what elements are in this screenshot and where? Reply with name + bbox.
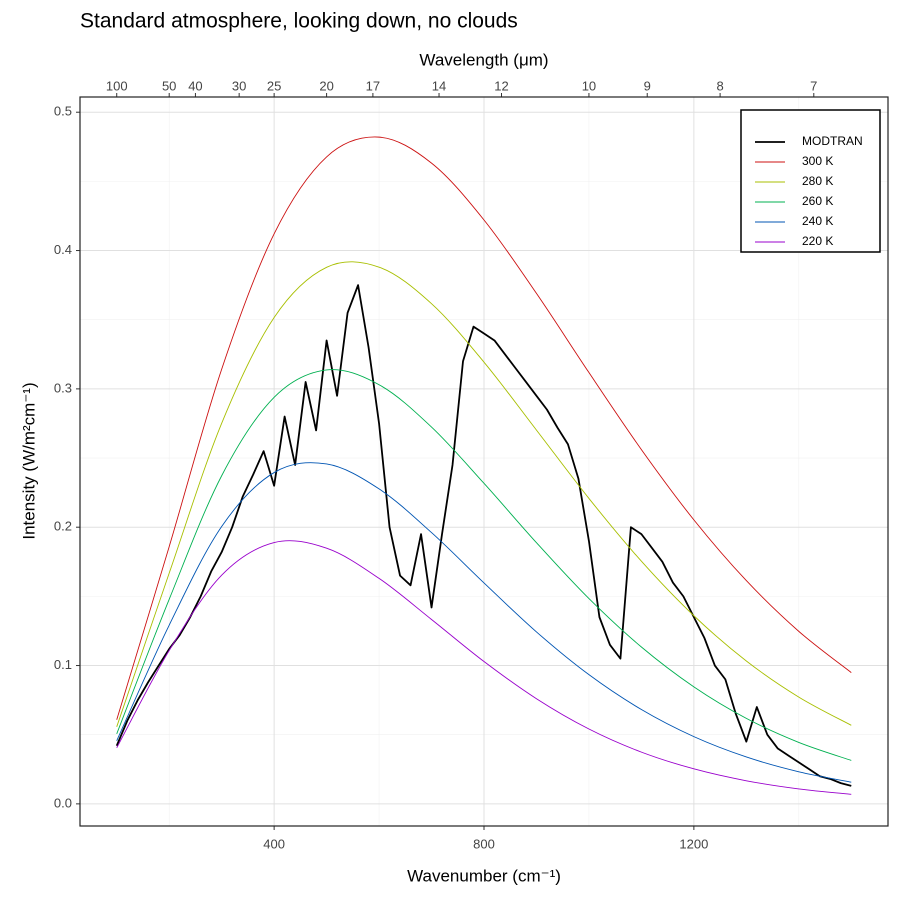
x2-tick-label: 30 [232, 78, 246, 93]
x2-axis-title: Wavelength (μm) [419, 50, 548, 69]
y-tick-label: 0.5 [54, 104, 72, 119]
x-tick-label: 800 [473, 836, 495, 851]
legend-label: 300 K [802, 154, 833, 168]
y-tick-label: 0.1 [54, 657, 72, 672]
legend-box [740, 109, 881, 253]
series-line [115, 284, 852, 787]
x2-tick-label: 50 [162, 78, 176, 93]
chart-title: Standard atmosphere, looking down, no cl… [80, 10, 518, 33]
legend-label: 280 K [802, 174, 833, 188]
x2-tick-label: 10 [582, 78, 596, 93]
series-line [116, 136, 852, 720]
y-tick-label: 0.3 [54, 380, 72, 395]
x2-tick-label: 25 [267, 78, 281, 93]
legend-label: 260 K [802, 194, 833, 208]
panel-border [79, 96, 889, 827]
x-tick-label: 400 [263, 836, 285, 851]
x2-tick-label: 40 [188, 78, 202, 93]
x-axis-title: Wavenumber (cm⁻¹) [407, 866, 561, 885]
series-line [116, 369, 852, 761]
y-tick-label: 0.4 [54, 242, 72, 257]
x2-tick-label: 100 [106, 78, 128, 93]
x2-tick-label: 20 [319, 78, 333, 93]
legend-label: 220 K [802, 234, 833, 248]
series-line [116, 462, 852, 783]
x2-tick-label: 12 [494, 78, 508, 93]
y-tick-label: 0.0 [54, 795, 72, 810]
series-line [116, 540, 852, 795]
legend-label: MODTRAN [802, 134, 863, 148]
x2-tick-label: 7 [810, 78, 817, 93]
x2-tick-label: 8 [716, 78, 723, 93]
legend-label: 240 K [802, 214, 833, 228]
x-tick-label: 1200 [679, 836, 708, 851]
x2-tick-label: 9 [644, 78, 651, 93]
y-axis-title: Intensity (W/m²cm⁻¹) [19, 382, 38, 539]
y-tick-label: 0.2 [54, 519, 72, 534]
x2-tick-label: 17 [366, 78, 380, 93]
x2-tick-label: 14 [432, 78, 446, 93]
series-line [116, 261, 852, 727]
